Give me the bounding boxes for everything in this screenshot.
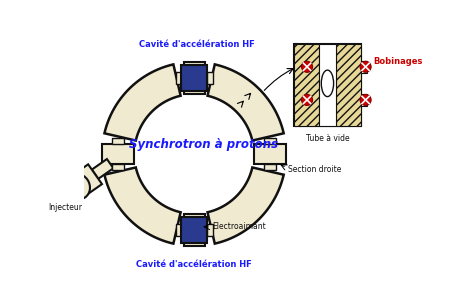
Polygon shape: [183, 62, 205, 94]
Bar: [294, 44, 319, 126]
Bar: [294, 44, 361, 126]
Text: Cavité d'accélération HF: Cavité d'accélération HF: [139, 40, 255, 49]
Polygon shape: [208, 168, 284, 244]
Ellipse shape: [65, 174, 90, 199]
Polygon shape: [112, 164, 124, 170]
Polygon shape: [104, 168, 181, 244]
Bar: [361, 61, 367, 73]
Polygon shape: [102, 144, 134, 164]
Circle shape: [301, 61, 312, 72]
Polygon shape: [175, 224, 181, 236]
Polygon shape: [264, 164, 276, 170]
Bar: [319, 44, 336, 126]
Bar: [361, 94, 367, 106]
Polygon shape: [183, 214, 205, 246]
Bar: [336, 44, 361, 126]
Text: Synchrotron à protons: Synchrotron à protons: [129, 138, 278, 151]
Ellipse shape: [321, 70, 334, 97]
Polygon shape: [207, 72, 213, 84]
Polygon shape: [208, 64, 284, 140]
Text: Tube à vide: Tube à vide: [306, 134, 349, 143]
Circle shape: [301, 94, 312, 105]
Bar: [181, 217, 207, 243]
Polygon shape: [104, 64, 181, 140]
Text: Bobinages: Bobinages: [374, 57, 423, 66]
Polygon shape: [207, 224, 213, 236]
Polygon shape: [92, 159, 113, 179]
Text: Electroaimant: Electroaimant: [212, 222, 266, 231]
Text: Cavité d'accélération HF: Cavité d'accélération HF: [136, 260, 252, 269]
Circle shape: [360, 94, 371, 105]
Bar: [181, 65, 207, 91]
Polygon shape: [112, 138, 124, 144]
Polygon shape: [71, 164, 102, 197]
Polygon shape: [264, 138, 276, 144]
Polygon shape: [254, 144, 286, 164]
Polygon shape: [175, 72, 181, 84]
Text: Section droite: Section droite: [288, 165, 342, 174]
Circle shape: [360, 61, 371, 72]
Text: Injecteur: Injecteur: [48, 203, 82, 213]
